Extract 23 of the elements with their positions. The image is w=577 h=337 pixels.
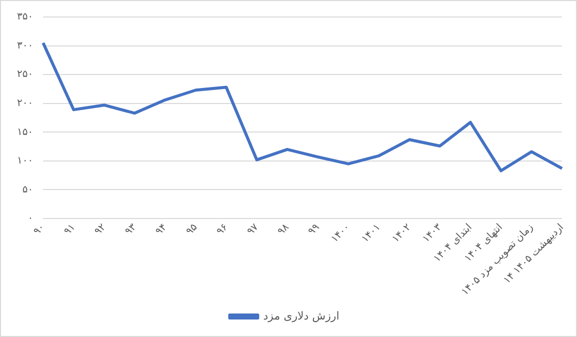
x-tick-label: ۱۴۰۰ bbox=[329, 222, 352, 245]
x-tick-label: ۹۰ bbox=[32, 222, 48, 238]
x-tick-label: ۹۲ bbox=[92, 222, 108, 238]
x-tick-label: ۱۴۰۲ bbox=[390, 222, 414, 245]
y-tick-label: ۱۵۰ bbox=[16, 126, 34, 138]
y-tick-label: ۵۰ bbox=[22, 184, 34, 196]
y-tick-label: ۰ bbox=[28, 213, 34, 224]
x-tick-label: ۹۶ bbox=[214, 222, 230, 238]
x-tick-label: ۹۹ bbox=[306, 222, 322, 238]
x-tick-label: ۱۴۰۱ bbox=[360, 222, 383, 245]
y-tick-label: ۳۵۰ bbox=[16, 12, 34, 23]
legend-label: ارزش دلاری مزد bbox=[263, 309, 340, 322]
x-tick-label: ۱۴۰۳ bbox=[420, 222, 444, 245]
x-tick-label: ۹۳ bbox=[123, 222, 140, 238]
y-tick-label: ۲۰۰ bbox=[16, 98, 34, 109]
y-tick-label: ۲۵۰ bbox=[16, 69, 34, 80]
x-tick-label: ۹۱ bbox=[62, 222, 78, 238]
x-tick-label: ۹۸ bbox=[276, 222, 292, 238]
x-tick-label: ۹۴ bbox=[154, 222, 170, 238]
x-tick-label: ۹۵ bbox=[184, 222, 200, 238]
x-tick-label: ۹۷ bbox=[245, 222, 262, 238]
y-tick-label: ۳۰۰ bbox=[16, 40, 34, 52]
y-tick-label: ۱۰۰ bbox=[16, 156, 34, 167]
